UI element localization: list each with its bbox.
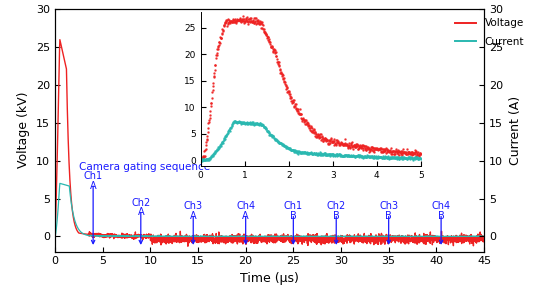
Text: B: B xyxy=(386,211,392,221)
Text: B: B xyxy=(333,211,339,221)
Text: Ch4: Ch4 xyxy=(236,201,255,211)
X-axis label: Time (μs): Time (μs) xyxy=(240,272,299,285)
Text: Ch2: Ch2 xyxy=(327,201,346,211)
Text: Ch3: Ch3 xyxy=(184,201,203,211)
Text: A: A xyxy=(138,207,144,218)
Text: Ch4: Ch4 xyxy=(432,201,450,211)
Text: Ch2: Ch2 xyxy=(131,198,151,207)
Text: A: A xyxy=(190,211,196,221)
Y-axis label: Voltage (kV): Voltage (kV) xyxy=(18,92,30,168)
Text: A: A xyxy=(243,211,249,221)
Y-axis label: Current (A): Current (A) xyxy=(509,96,521,165)
Legend: Voltage, Current: Voltage, Current xyxy=(452,14,529,51)
Text: Camera gating sequence: Camera gating sequence xyxy=(79,162,210,172)
Text: B: B xyxy=(290,211,296,221)
Text: Ch3: Ch3 xyxy=(379,201,398,211)
Text: Ch1: Ch1 xyxy=(84,171,103,181)
Text: B: B xyxy=(438,211,444,221)
Text: Ch1: Ch1 xyxy=(284,201,303,211)
Text: A: A xyxy=(90,181,96,191)
